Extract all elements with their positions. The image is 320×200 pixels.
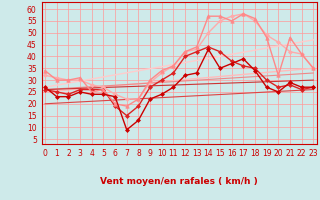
X-axis label: Vent moyen/en rafales ( km/h ): Vent moyen/en rafales ( km/h ) <box>100 177 258 186</box>
